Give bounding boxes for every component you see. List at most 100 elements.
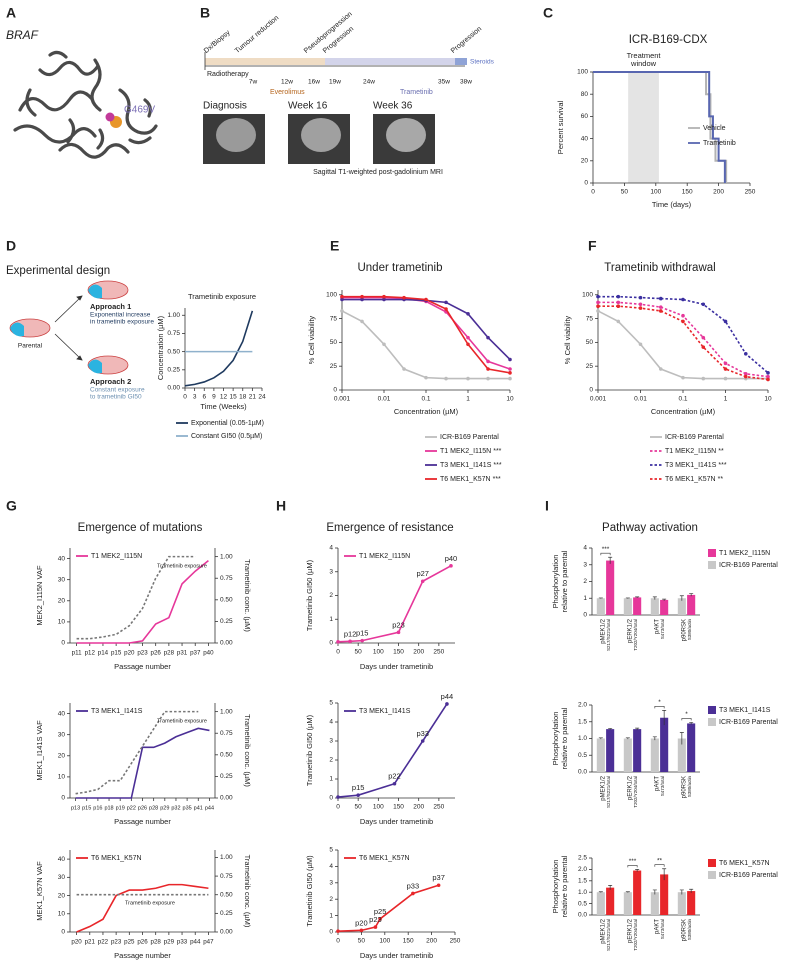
- y2-tick-label: 0.50: [220, 891, 233, 898]
- data-point: [340, 309, 344, 313]
- x-tick-label: p26: [138, 805, 147, 811]
- data-point: [616, 304, 621, 308]
- x-tick-label: 200: [713, 189, 724, 196]
- legend-significance: **: [718, 448, 724, 455]
- y-tick-label: 20: [58, 752, 66, 759]
- data-point: [444, 300, 448, 305]
- y-tick-label: 60: [581, 113, 589, 120]
- bar: [660, 599, 669, 615]
- approach-text: to trametinib GI50: [90, 394, 142, 401]
- data-point: [445, 702, 449, 706]
- category-label: pERK1/2: [628, 775, 634, 800]
- data-point: [701, 335, 706, 340]
- bar: [596, 892, 605, 915]
- data-point: [486, 367, 490, 371]
- y-tick-label: 10: [58, 910, 66, 917]
- x-tick-label: p21: [85, 939, 96, 946]
- category-subscript: S380/actin: [687, 619, 692, 641]
- data-point: [396, 630, 401, 635]
- x-axis-label: Days under trametinib: [360, 662, 433, 671]
- x-tick-label: p19: [116, 805, 125, 811]
- y2-tick-label: 0.50: [220, 752, 233, 759]
- data-point: [402, 367, 406, 371]
- y-axis-label: % Cell viability: [307, 316, 316, 365]
- bar: [596, 738, 605, 772]
- data-point: [486, 376, 490, 381]
- data-point: [701, 302, 706, 307]
- x-tick-label: p22: [98, 939, 109, 946]
- week-label: 38w: [460, 79, 472, 86]
- x-axis-label: Concentration (µM): [394, 407, 459, 416]
- protein-structure: [13, 50, 158, 159]
- category-label: pAKT: [655, 619, 661, 634]
- x-tick-label: 1: [724, 396, 728, 403]
- x-tick-label: p44: [205, 805, 214, 811]
- x-axis-label: Passage number: [114, 817, 171, 826]
- x-axis-label: Passage number: [114, 951, 171, 960]
- legend-swatch: [708, 706, 716, 714]
- y-tick-label: 0: [61, 640, 65, 647]
- x-axis-label: Days under trametinib: [360, 817, 433, 826]
- category-subscript: S473/total: [660, 776, 665, 796]
- chart-title: Pathway activation: [602, 522, 698, 534]
- error-bar: [635, 727, 640, 731]
- week-label: 19w: [329, 79, 341, 86]
- data-point: [723, 376, 728, 381]
- legend-label: T3 MEK1_I141S: [440, 462, 492, 469]
- chart-title: Trametinib withdrawal: [604, 262, 715, 274]
- data-point: [411, 891, 415, 896]
- legend-label: T6 MEK1_K57N: [359, 855, 410, 862]
- point-label: p40: [445, 554, 458, 563]
- y-tick-label: 0: [61, 929, 65, 936]
- x-tick-label: p41: [194, 805, 203, 811]
- data-point: [766, 374, 770, 379]
- bar: [606, 887, 615, 915]
- data-point: [420, 739, 425, 743]
- series-line: [593, 71, 726, 183]
- y-axis-label: Trametinib GI50 (µM): [305, 714, 314, 786]
- data-point: [486, 359, 490, 364]
- legend-significance: **: [718, 476, 724, 483]
- x-tick-label: 0: [336, 649, 340, 656]
- x-tick-label: 6: [202, 394, 206, 401]
- legend-swatch: [708, 718, 716, 726]
- mutation-label: G469V: [124, 105, 155, 116]
- y-tick-label: 1.0: [578, 735, 587, 742]
- data-point: [444, 376, 448, 381]
- legend-label: ICR-B169 Parental: [440, 434, 499, 441]
- week-label: 7w: [249, 79, 258, 86]
- bar: [606, 560, 615, 615]
- legend-significance: ***: [493, 462, 501, 469]
- y-tick-label: 10: [58, 774, 66, 781]
- arrows: [54, 295, 83, 361]
- x-tick-label: 21: [249, 394, 257, 401]
- week-label: 12w: [281, 79, 293, 86]
- point-label: p44: [441, 692, 454, 701]
- event-label: Dx/Biopsy: [203, 29, 232, 55]
- y-tick-label: 40: [58, 710, 66, 717]
- category-subscript: S217/S221/total: [606, 776, 611, 808]
- y-axis-label: % Cell viability: [563, 316, 572, 365]
- legend-swatch: [708, 859, 716, 867]
- x-tick-label: p14: [98, 650, 109, 657]
- mouse: [87, 280, 129, 375]
- legend-label: T1 MEK2_I115N: [440, 448, 491, 455]
- data-point: [681, 319, 685, 324]
- panel-label: I: [545, 498, 549, 514]
- legend-label: T3 MEK1_I141S: [359, 708, 411, 715]
- panel-label: G: [6, 498, 17, 514]
- series-line: [337, 884, 439, 932]
- x-tick-label: 150: [403, 938, 414, 945]
- error-bar: [689, 888, 694, 893]
- data-point: [766, 371, 770, 375]
- data-point: [360, 294, 364, 299]
- y-tick-label: 2: [329, 592, 333, 599]
- point-label: p15: [356, 629, 369, 638]
- category-subscript: T202/Y204/total: [633, 919, 638, 951]
- x-tick-label: p15: [82, 805, 91, 811]
- significance: *: [658, 699, 661, 706]
- legend-significance: ***: [718, 462, 726, 469]
- legend-label: T6 MEK1_K57N: [719, 860, 770, 867]
- residue: [105, 112, 115, 122]
- data-point: [466, 312, 470, 316]
